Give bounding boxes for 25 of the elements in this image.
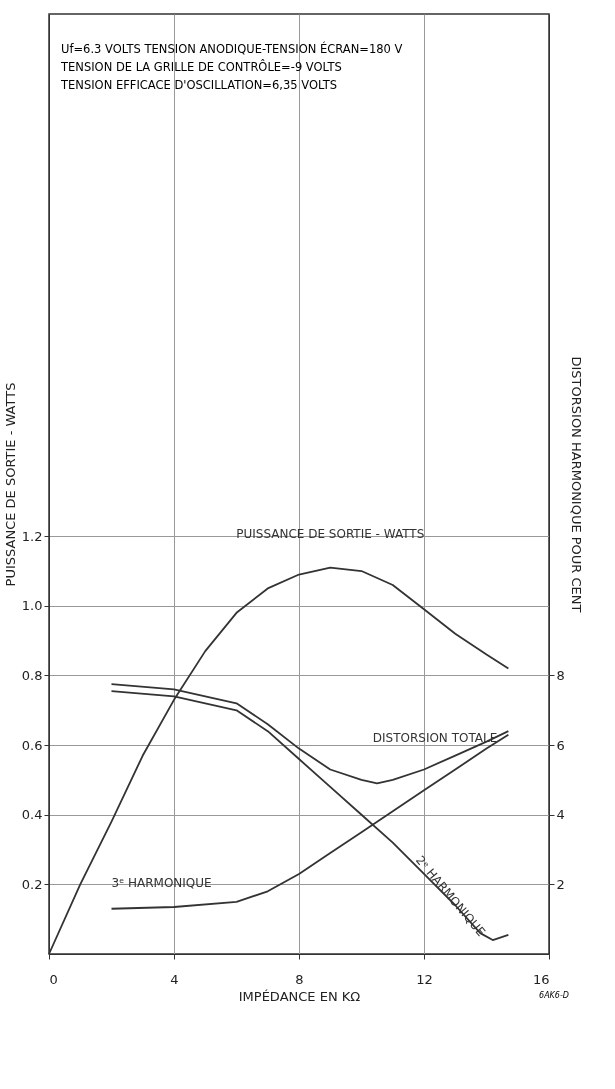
series-label: DISTORSION TOTALE (372, 730, 498, 745)
x-tick-label: 4 (170, 971, 179, 987)
annotation: Uf=6.3 VOLTS TENSION ANODIQUE-TENSION ÉCRAN=180 V (61, 41, 403, 56)
annotation: TENSION DE LA GRILLE DE CONTRÔLE=-9 VOLTS (60, 59, 342, 74)
y2-tick-label: 4 (556, 807, 565, 823)
y2-tick-label: 6 (556, 737, 565, 753)
y-tick-label: 0.4 (21, 807, 43, 823)
y-tick-label: 0.2 (21, 876, 43, 892)
text: PUISSANCE DE SORTIE - WATTS (236, 526, 425, 541)
y-tick-label: 1.2 (21, 528, 43, 544)
y2-tick-label: 8 (556, 667, 565, 683)
series-label: 3ᵉ HARMONIQUE (111, 875, 212, 890)
y-tick-label: 1.0 (21, 598, 43, 614)
y-axis-title: PUISSANCE DE SORTIE - WATTS (2, 382, 18, 587)
annotation: TENSION EFFICACE D'OSCILLATION=6,35 VOLTS (60, 78, 338, 92)
x-tick-label: 12 (416, 971, 433, 987)
x-tick-label: 0 (49, 971, 58, 987)
x-axis-title: IMPÉDANCE EN KΩ (238, 988, 361, 1004)
y-tick-label: 0.8 (21, 667, 43, 683)
y2-axis-title: DISTORSION HARMONIQUE POUR CENT (568, 356, 584, 613)
y2-tick-label: 2 (556, 876, 565, 892)
x-tick-label: 8 (295, 971, 304, 987)
x-tick-label: 16 (532, 971, 550, 987)
text: 6AK6-D (539, 991, 569, 1000)
y-tick-label: 0.6 (21, 737, 43, 753)
